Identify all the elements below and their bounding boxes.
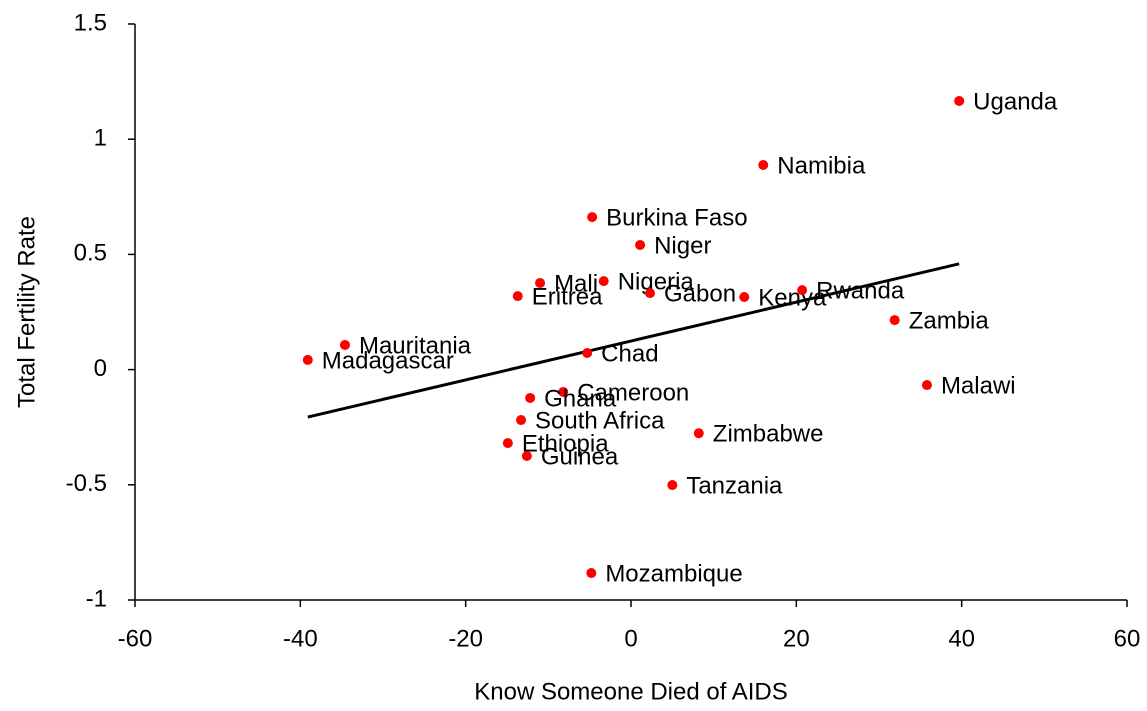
y-tick-label: 0 [94, 355, 107, 382]
point-label: Madagascar [322, 347, 454, 374]
point [693, 428, 704, 439]
x-tick-label: 60 [1114, 625, 1141, 652]
point [521, 451, 532, 461]
point-label: Cameroon [577, 379, 689, 406]
point-label: Mauritania [359, 332, 472, 359]
x-tick-label: -60 [118, 625, 153, 652]
point-label: Uganda [973, 88, 1058, 115]
point [758, 160, 769, 171]
x-tick-label: -40 [283, 625, 318, 652]
x-tick-label: 20 [783, 625, 810, 652]
point-label: Niger [654, 232, 711, 259]
point [302, 354, 313, 365]
point [586, 568, 597, 579]
point [739, 292, 750, 303]
point-label: Ethiopia [522, 430, 609, 457]
point-label: Gabon [664, 280, 736, 307]
y-tick-label: 1 [94, 125, 107, 152]
point [525, 392, 536, 403]
point [667, 480, 678, 491]
point [598, 276, 609, 287]
x-axis-label: Know Someone Died of AIDS [474, 678, 788, 705]
y-axis-label: Total Fertility Rate [13, 216, 40, 408]
point [889, 315, 900, 326]
point-label: South Africa [535, 407, 665, 434]
point [502, 438, 513, 449]
point [645, 288, 656, 299]
point-label: Ghana [544, 385, 617, 412]
y-tick-label: 1.5 [74, 9, 107, 36]
x-tick-label: 0 [624, 625, 637, 652]
point-label: Mali [554, 270, 598, 297]
point [558, 386, 569, 397]
point-label: Mozambique [605, 560, 742, 587]
point [635, 239, 646, 250]
point-label: Nigeria [618, 268, 695, 295]
point-label: Burkina Faso [606, 204, 747, 231]
point-label: Guinea [541, 443, 619, 470]
point [512, 291, 523, 302]
point [339, 339, 350, 350]
y-tick-label: -1 [86, 585, 107, 612]
point [797, 285, 808, 296]
point-label: Kenya [758, 284, 827, 311]
point-label: Namibia [777, 152, 866, 179]
point [587, 212, 598, 223]
point-label: Eritrea [532, 283, 603, 310]
point-label: Zimbabwe [713, 421, 824, 448]
point [535, 277, 546, 288]
point [582, 348, 593, 359]
point [921, 380, 932, 391]
point-label: Zambia [909, 307, 990, 334]
point [954, 95, 965, 106]
x-tick-label: 40 [948, 625, 975, 652]
x-tick-label: -20 [448, 625, 483, 652]
point [516, 415, 527, 426]
y-tick-label: 0.5 [74, 240, 107, 267]
point-label: Chad [601, 340, 658, 367]
point-label: Tanzania [686, 472, 783, 499]
point-label: Malawi [941, 372, 1016, 399]
y-tick-label: -0.5 [66, 470, 107, 497]
point-label: Rwanda [816, 277, 905, 304]
trend-line [307, 262, 960, 419]
